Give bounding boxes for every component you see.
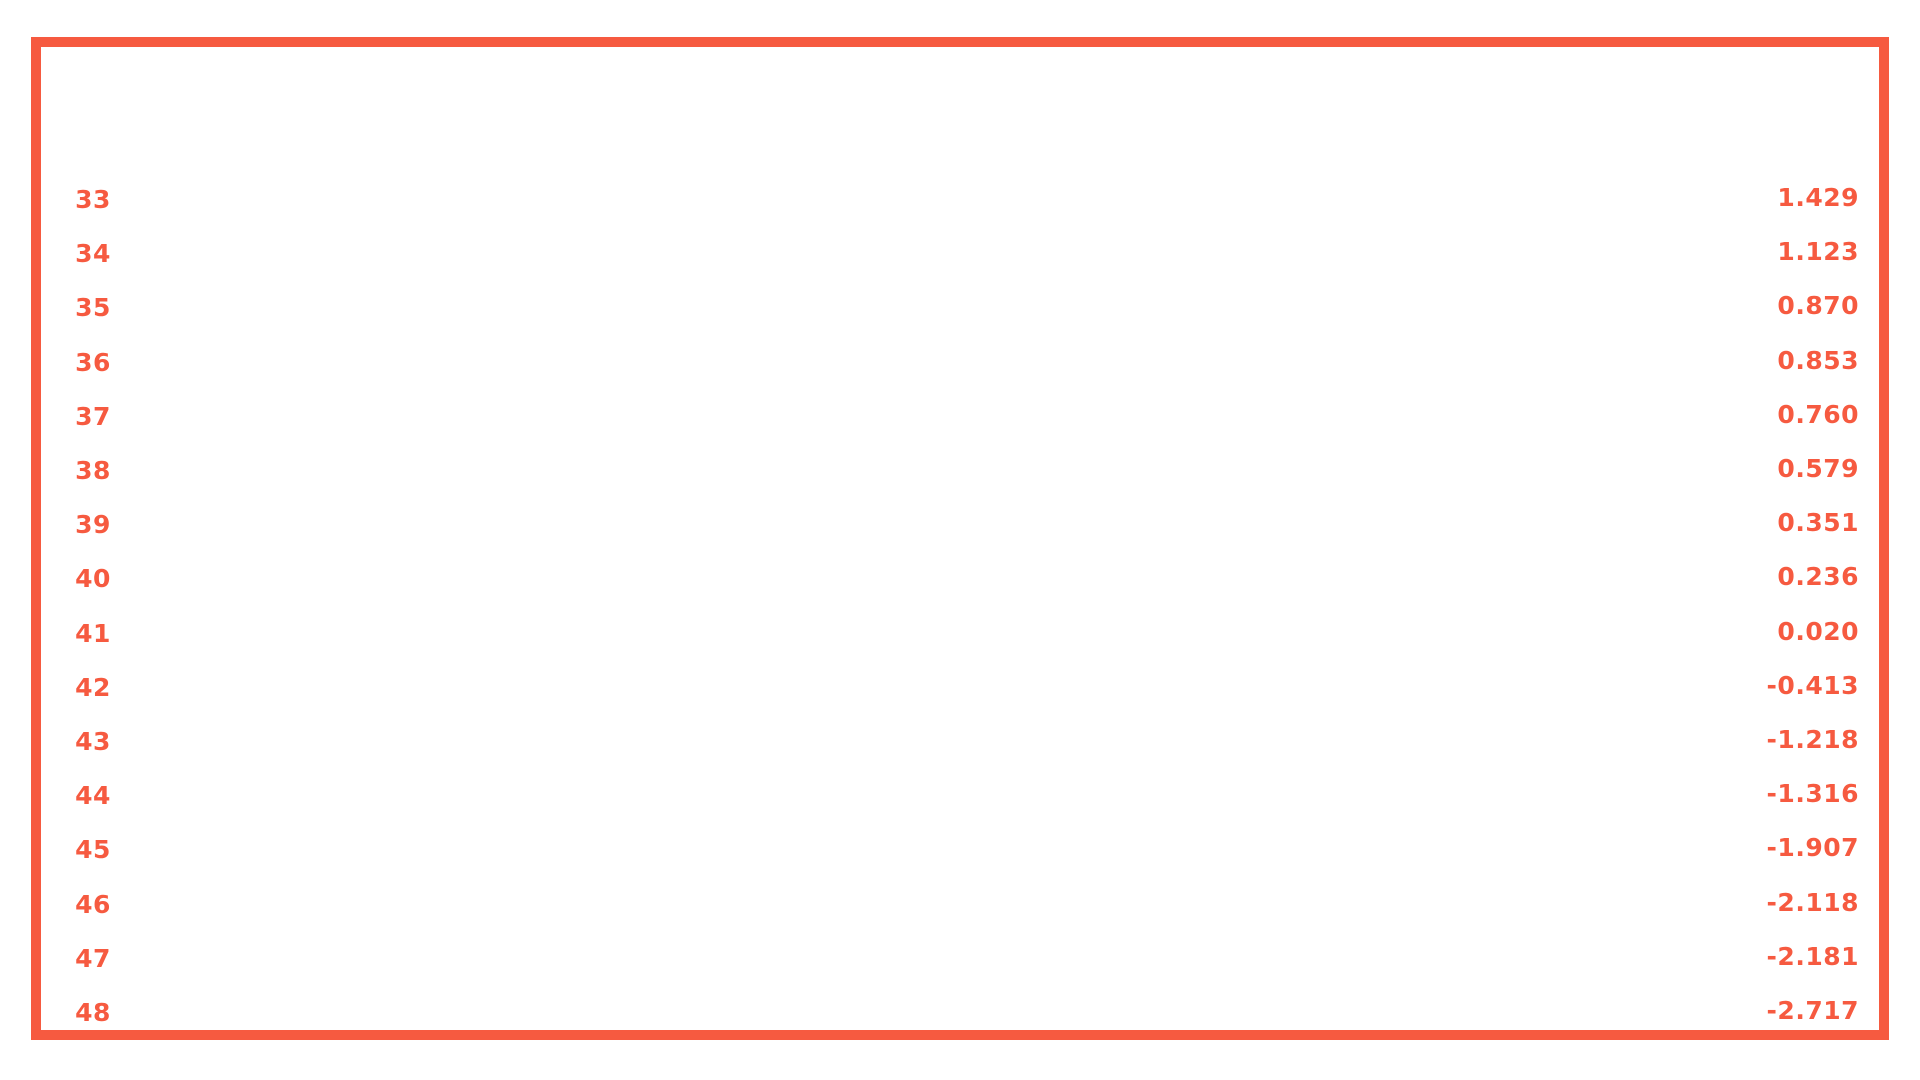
rank-number: 40 <box>75 564 111 594</box>
score-value: -1.218 <box>1766 725 1859 754</box>
list-item: 43 -1.218 <box>41 713 1879 767</box>
rank-number: 33 <box>75 185 111 214</box>
list-item: 42 -0.413 <box>41 659 1879 713</box>
ranking-list: 33 1.429 34 1.123 35 0.870 36 0.853 37 0… <box>41 47 1879 1030</box>
list-item: 40 0.236 <box>41 550 1879 604</box>
list-item: 35 0.870 <box>41 279 1879 333</box>
list-item: 36 0.853 <box>41 334 1879 388</box>
score-value: -2.181 <box>1766 941 1859 971</box>
score-value: 0.853 <box>1777 345 1859 375</box>
list-item: 41 0.020 <box>41 605 1879 659</box>
rank-number: 43 <box>75 727 111 756</box>
score-value: -2.717 <box>1766 996 1859 1025</box>
rank-number: 36 <box>75 347 111 377</box>
score-value: 0.870 <box>1777 291 1859 321</box>
rank-number: 45 <box>75 835 111 865</box>
ranking-frame: 33 1.429 34 1.123 35 0.870 36 0.853 37 0… <box>31 37 1889 1040</box>
list-item: 45 -1.907 <box>41 821 1879 875</box>
score-value: 1.123 <box>1777 237 1859 267</box>
score-value: -1.907 <box>1766 833 1859 863</box>
rank-number: 35 <box>75 293 111 323</box>
rank-number: 47 <box>75 943 111 973</box>
rank-number: 38 <box>75 456 111 485</box>
list-item: 46 -2.118 <box>41 876 1879 930</box>
rank-number: 46 <box>75 889 111 919</box>
rank-number: 34 <box>75 239 111 269</box>
list-item: 34 1.123 <box>41 225 1879 279</box>
score-value: 0.579 <box>1777 454 1859 483</box>
list-item: 38 0.579 <box>41 442 1879 496</box>
score-value: -2.118 <box>1766 887 1859 917</box>
list-item: 48 -2.717 <box>41 984 1879 1038</box>
rank-number: 42 <box>75 672 111 702</box>
score-value: -0.413 <box>1766 670 1859 700</box>
list-item: 33 1.429 <box>41 171 1879 225</box>
rank-number: 48 <box>75 998 111 1027</box>
score-value: 1.429 <box>1777 183 1859 212</box>
rank-number: 37 <box>75 401 111 431</box>
rank-number: 39 <box>75 510 111 540</box>
list-item: 44 -1.316 <box>41 767 1879 821</box>
score-value: 0.760 <box>1777 399 1859 429</box>
score-value: 0.020 <box>1777 616 1859 646</box>
list-item: 39 0.351 <box>41 496 1879 550</box>
score-value: 0.236 <box>1777 562 1859 592</box>
list-item: 47 -2.181 <box>41 930 1879 984</box>
rank-number: 41 <box>75 618 111 648</box>
score-value: 0.351 <box>1777 508 1859 538</box>
rank-number: 44 <box>75 781 111 811</box>
score-value: -1.316 <box>1766 779 1859 809</box>
list-item: 37 0.760 <box>41 388 1879 442</box>
